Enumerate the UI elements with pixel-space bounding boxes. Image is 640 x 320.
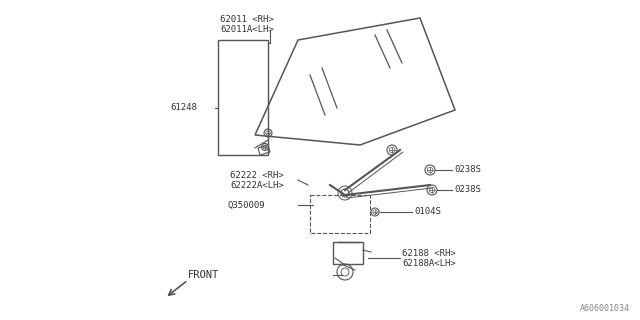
Text: FRONT: FRONT bbox=[188, 270, 220, 280]
Text: 62011A<LH>: 62011A<LH> bbox=[220, 26, 274, 35]
Text: 62188 <RH>: 62188 <RH> bbox=[402, 249, 456, 258]
Text: 62222 <RH>: 62222 <RH> bbox=[230, 171, 284, 180]
Text: 61248: 61248 bbox=[170, 103, 197, 113]
Bar bbox=[333, 242, 363, 264]
Text: 62011 <RH>: 62011 <RH> bbox=[220, 15, 274, 25]
Text: 0104S: 0104S bbox=[414, 207, 441, 217]
Text: 0238S: 0238S bbox=[454, 186, 481, 195]
Bar bbox=[218, 40, 268, 155]
Text: 62188A<LH>: 62188A<LH> bbox=[402, 259, 456, 268]
Text: 62222A<LH>: 62222A<LH> bbox=[230, 180, 284, 189]
Text: Q350009: Q350009 bbox=[228, 201, 266, 210]
Text: 0238S: 0238S bbox=[454, 165, 481, 174]
Text: A606001034: A606001034 bbox=[580, 304, 630, 313]
Bar bbox=[310, 195, 370, 233]
